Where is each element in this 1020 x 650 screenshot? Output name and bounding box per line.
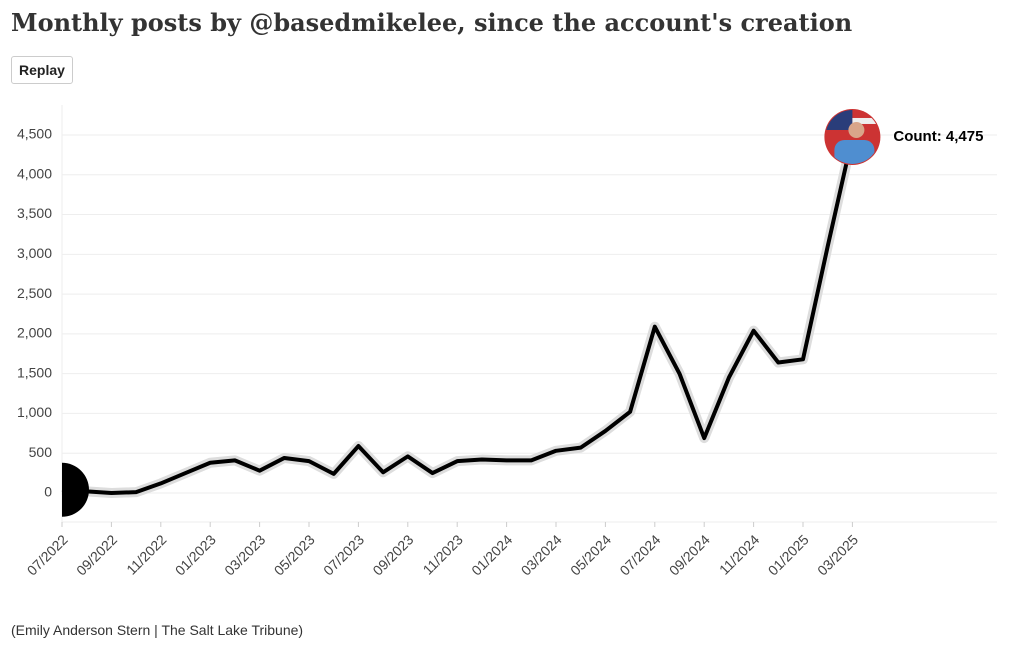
chart: 0 500 1,000 1,500 2,000 2,500 3,000 3,500 4,000 4… [17, 105, 997, 579]
x-tick-label: 03/2025 [814, 531, 861, 578]
x-tick-label: 07/2022 [24, 531, 71, 578]
x-tick-label: 05/2023 [271, 531, 318, 578]
y-tick-label: 3,000 [17, 245, 52, 261]
line-halo [61, 135, 858, 498]
annotation: Count: 4,475 [893, 128, 983, 145]
source: (Emily Anderson Stern | The Salt Lake Tr… [11, 622, 304, 638]
y-tick-label: 4,000 [17, 165, 52, 181]
y-tick-label: 2,500 [17, 285, 52, 301]
x-tick-label: 01/2024 [468, 531, 515, 578]
x-tick-label: 03/2024 [518, 531, 565, 578]
y-tick-label: 3,500 [17, 205, 52, 221]
avatar [824, 108, 881, 165]
x-tick-label: 11/2024 [716, 531, 763, 578]
y-tick-label: 1,500 [17, 364, 52, 380]
x-tick-label: 11/2022 [123, 531, 170, 578]
x-tick-label: 05/2024 [567, 531, 614, 578]
x-tick-label: 09/2023 [369, 531, 416, 578]
x-tick-label: 01/2023 [172, 531, 219, 578]
flag-white [852, 117, 880, 124]
x-tick-label: 03/2023 [221, 531, 268, 578]
y-tick-label: 500 [29, 444, 53, 460]
x-tick-label: 09/2024 [666, 531, 713, 578]
x-tick-label: 11/2023 [420, 531, 467, 578]
y-tick-label: 1,000 [17, 404, 52, 420]
x-tick-label: 01/2025 [765, 531, 812, 578]
chart-title: Monthly posts by @basedmikelee, since th… [11, 8, 853, 37]
x-tick-label: 07/2024 [616, 531, 663, 578]
y-tick-label: 0 [44, 484, 52, 500]
y-tick-label: 2,000 [17, 325, 52, 341]
start-marker [62, 462, 89, 517]
x-tick-label: 09/2022 [73, 531, 120, 578]
x-tick-label: 07/2023 [320, 531, 367, 578]
line [61, 136, 855, 495]
replay-button[interactable]: Replay [11, 56, 73, 84]
y-tick-label: 4,500 [17, 126, 52, 142]
shirt [834, 139, 875, 164]
head [848, 121, 865, 138]
